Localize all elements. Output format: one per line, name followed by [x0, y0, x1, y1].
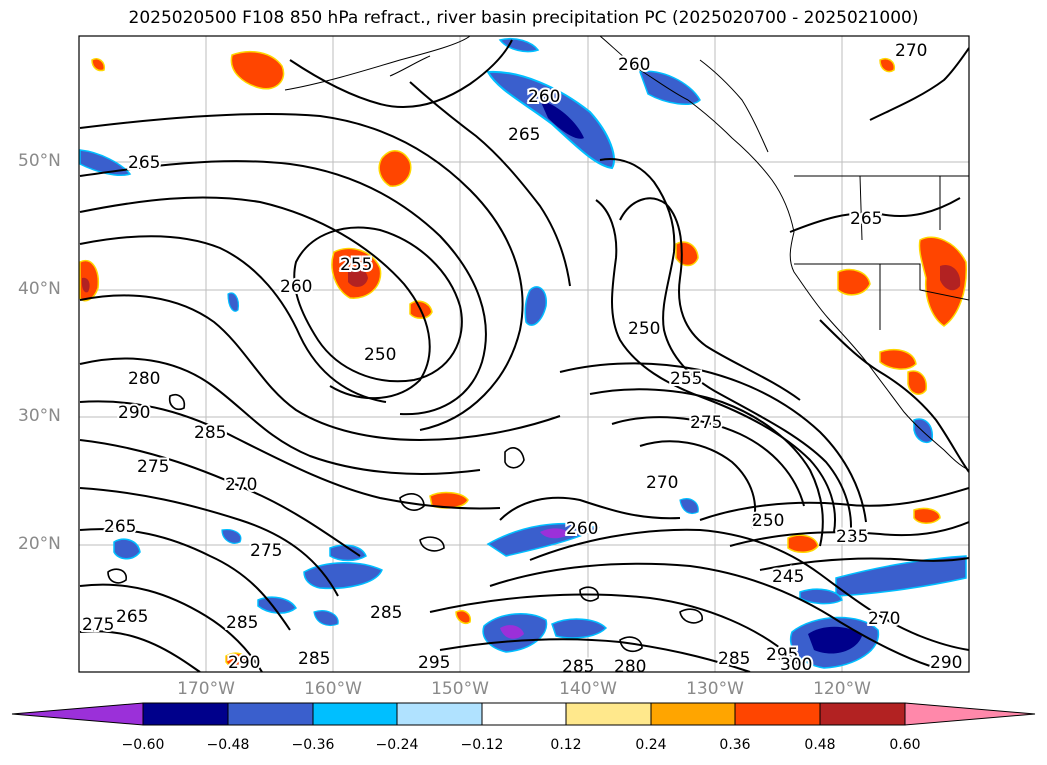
contour-label: 235 [836, 527, 868, 547]
contour-label: 275 [82, 615, 114, 635]
contour-label: 300 [780, 655, 812, 675]
colorbar-segment-2 [227, 702, 314, 726]
contour-label: 295 [418, 653, 450, 673]
map-title: 2025020500 F108 850 hPa refract., river … [128, 8, 919, 28]
contour-label: 270 [868, 609, 900, 629]
longitude-label: 130°W [686, 679, 744, 699]
contour-label: 275 [137, 457, 169, 477]
colorbar-segment-3 [312, 702, 398, 726]
contour-label: 285 [562, 657, 594, 677]
contour-label: 265 [116, 607, 148, 627]
contour-label: 260 [280, 277, 312, 297]
colorbar-segment-4 [396, 702, 483, 726]
contour-label: 265 [850, 209, 882, 229]
contour-label: 260 [618, 55, 650, 75]
colorbar-tick-label: 0.12 [550, 737, 582, 753]
colorbar-tick-label: 0.48 [804, 737, 836, 753]
colorbar-tick-label: −0.12 [460, 737, 504, 753]
colorbar-segment-7 [650, 702, 736, 726]
contour-label: 250 [364, 345, 396, 365]
colorbar [11, 702, 1036, 726]
colorbar-segment-5 [481, 702, 567, 726]
contour-label: 255 [670, 369, 702, 389]
small-contours [107, 393, 703, 653]
colorbar-tick-label: −0.60 [121, 737, 165, 753]
positive-anomaly [79, 50, 967, 669]
longitude-label: 140°W [559, 679, 617, 699]
contour-label: 290 [118, 403, 150, 423]
contour-label: 260 [528, 87, 560, 107]
contour-label: 245 [772, 567, 804, 587]
contour-label: 255 [340, 255, 372, 275]
colorbar-tick-label: −0.36 [291, 737, 335, 753]
contour-label: 295 [766, 645, 798, 665]
colorbar-tick-label: 0.24 [635, 737, 667, 753]
refractivity-contours [79, 39, 969, 672]
map-area: 270 260 265 265 255 260 250 280 290 285 … [79, 36, 969, 677]
colorbar-tick-label: −0.48 [206, 737, 250, 753]
contour-label: 265 [508, 125, 540, 145]
colorbar-tick-label: −0.24 [375, 737, 419, 753]
longitude-label: 120°W [813, 679, 871, 699]
contour-label: 250 [752, 511, 784, 531]
longitude-label: 160°W [304, 679, 362, 699]
contour-label: 285 [194, 423, 226, 443]
map-frame [78, 35, 970, 673]
contour-label: 265 [128, 153, 160, 173]
contour-label: 265 [104, 517, 136, 537]
contour-label: 260 [566, 519, 598, 539]
longitude-label: 170°W [177, 679, 235, 699]
latitude-label: 30°N [18, 406, 61, 426]
colorbar-segment-0 [11, 702, 144, 726]
contour-label: 275 [250, 541, 282, 561]
coastlines [284, 36, 969, 471]
contour-label: 270 [646, 473, 678, 493]
contour-label: 285 [298, 649, 330, 669]
contour-label: 250 [628, 319, 660, 339]
contour-label: 280 [128, 369, 160, 389]
contour-label: 285 [226, 613, 258, 633]
latitude-label: 50°N [18, 151, 61, 171]
contour-label: 285 [370, 603, 402, 623]
colorbar-segment-8 [734, 702, 821, 726]
colorbar-segment-9 [819, 702, 906, 726]
contour-label: 290 [228, 653, 260, 673]
colorbar-segment-6 [565, 702, 652, 726]
contour-label: 290 [930, 653, 962, 673]
colorbar-segment-10 [904, 702, 1036, 726]
contour-label: 285 [718, 649, 750, 669]
contour-label: 270 [895, 41, 927, 61]
colorbar-tick-label: 0.36 [719, 737, 751, 753]
latitude-label: 40°N [18, 279, 61, 299]
colorbar-tick-label: 0.60 [889, 737, 921, 753]
contour-label: 275 [690, 413, 722, 433]
contour-label: 270 [225, 475, 257, 495]
contour-labels: 270 260 265 265 255 260 250 280 290 285 … [80, 39, 964, 677]
latitude-label: 20°N [18, 534, 61, 554]
longitude-label: 150°W [431, 679, 489, 699]
contour-label: 280 [614, 657, 646, 677]
colorbar-segment-1 [142, 702, 229, 726]
